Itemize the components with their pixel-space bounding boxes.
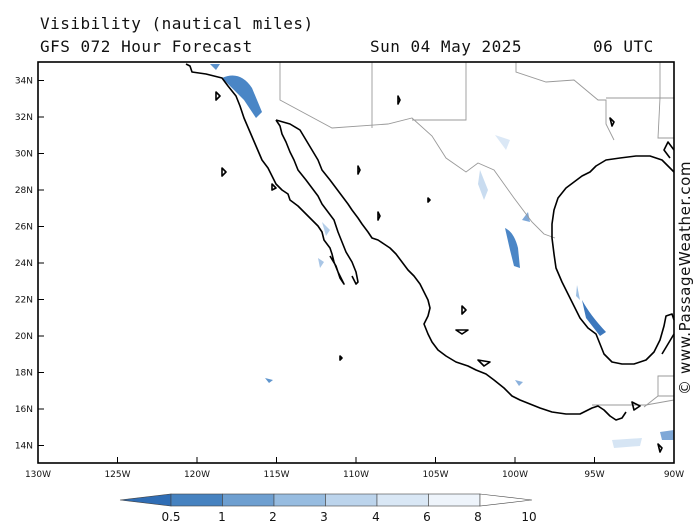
longitude-axis: 130W 125W 120W 115W 110W 105W 100W 95W 90W [25,457,684,480]
colorbar-cell [325,493,378,507]
colorbar-label: 3 [320,510,328,524]
lon-tick-label: 130W [25,470,51,480]
lat-tick-label: 24N [15,259,33,269]
colorbar-cell [479,493,533,507]
map-title: Visibility (nautical miles) [40,14,314,33]
lon-tick-label: 110W [343,470,369,480]
lon-tick-label: 95W [584,470,604,480]
lon-tick-label: 125W [104,470,130,480]
forecast-time: 06 UTC [593,37,654,56]
lat-tick-label: 14N [15,442,33,452]
colorbar-label: 10 [521,510,536,524]
lat-tick-label: 30N [15,150,33,160]
colorbar-label: 1 [218,510,226,524]
map-frame [37,61,675,464]
colorbar-cell [222,493,275,507]
lat-tick-label: 34N [15,77,33,87]
forecast-model: GFS 072 Hour Forecast [40,37,253,56]
latitude-axis: 34N 32N 30N 28N 26N 24N 22N 20N 18N 16N 14N [15,77,44,452]
colorbar-cell [273,493,326,507]
lon-tick-label: 100W [502,470,528,480]
colorbar-label: 6 [423,510,431,524]
lat-tick-label: 26N [15,223,33,233]
lat-tick-label: 16N [15,405,33,415]
lat-tick-label: 20N [15,332,33,342]
country-borders [279,62,675,408]
lat-tick-label: 32N [15,113,33,123]
colorbar-cell [376,493,429,507]
forecast-date: Sun 04 May 2025 [370,37,522,56]
lon-tick-label: 115W [263,470,289,480]
visibility-shading [210,64,674,448]
colorbar-label: 0.5 [161,510,180,524]
lat-tick-label: 18N [15,369,33,379]
colorbar-cell [428,493,481,507]
lat-tick-label: 28N [15,186,33,196]
lon-tick-label: 120W [184,470,210,480]
colorbar-cell [170,493,223,507]
lat-tick-label: 22N [15,296,33,306]
lon-tick-label: 90W [664,470,684,480]
coastlines [185,63,675,453]
colorbar-label: 4 [372,510,380,524]
colorbar: 0.5 1 2 3 4 6 8 10 [119,493,537,524]
lon-tick-label: 105W [422,470,448,480]
colorbar-label: 8 [474,510,482,524]
colorbar-cell [119,493,172,507]
colorbar-label: 2 [269,510,277,524]
